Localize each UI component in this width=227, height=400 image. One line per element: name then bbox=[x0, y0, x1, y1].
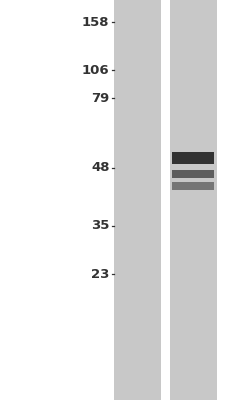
Text: 79: 79 bbox=[91, 92, 109, 104]
Text: 158: 158 bbox=[81, 16, 109, 28]
Bar bbox=[171, 152, 213, 164]
Text: 23: 23 bbox=[91, 268, 109, 280]
Text: 106: 106 bbox=[81, 64, 109, 76]
Bar bbox=[169, 0, 216, 400]
Bar bbox=[171, 170, 213, 178]
Bar bbox=[160, 0, 169, 400]
Text: 35: 35 bbox=[91, 220, 109, 232]
Bar bbox=[114, 0, 160, 400]
Bar bbox=[171, 182, 213, 190]
Text: 48: 48 bbox=[91, 162, 109, 174]
